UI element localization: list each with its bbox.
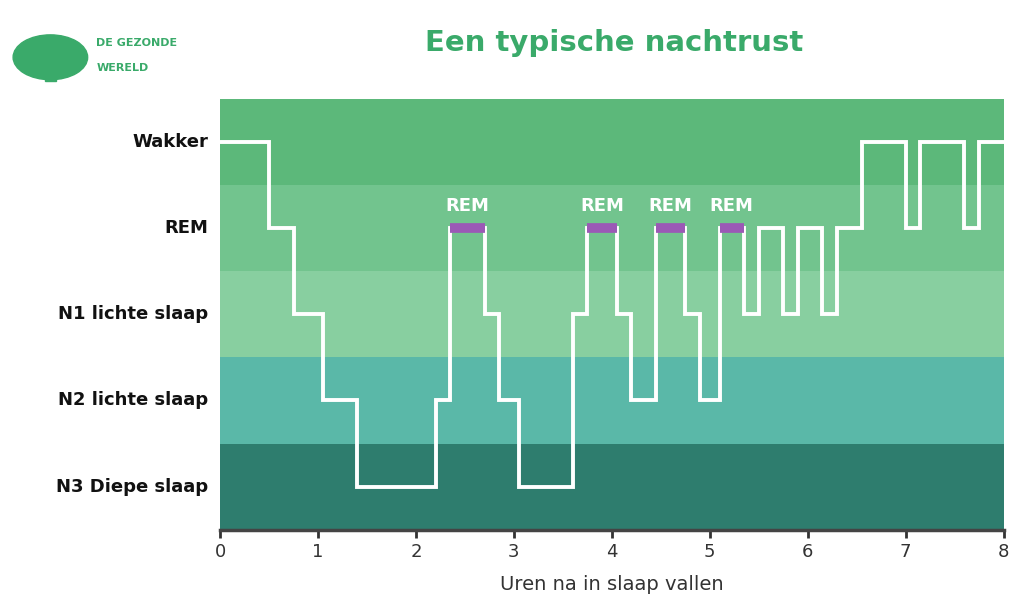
Text: REM: REM	[445, 197, 489, 215]
Text: REM: REM	[581, 197, 624, 215]
Text: N3 Diepe slaap: N3 Diepe slaap	[56, 477, 209, 496]
X-axis label: Uren na in slaap vallen: Uren na in slaap vallen	[500, 575, 724, 594]
Text: REM: REM	[165, 219, 209, 237]
Text: Een typische nachtrust: Een typische nachtrust	[425, 29, 804, 57]
Bar	[220, 357, 1004, 444]
Text: REM: REM	[710, 197, 754, 215]
Circle shape	[13, 35, 88, 79]
Bar	[220, 185, 1004, 271]
Text: N1 lichte slaap: N1 lichte slaap	[58, 305, 209, 323]
Text: REM: REM	[648, 197, 692, 215]
Bar	[45, 71, 56, 81]
Text: N2 lichte slaap: N2 lichte slaap	[58, 391, 209, 410]
Bar	[220, 271, 1004, 357]
Bar	[220, 444, 1004, 530]
Bar	[220, 99, 1004, 185]
Text: WERELD: WERELD	[96, 63, 148, 73]
Text: DE GEZONDE: DE GEZONDE	[96, 38, 177, 47]
Text: Wakker: Wakker	[132, 132, 209, 151]
